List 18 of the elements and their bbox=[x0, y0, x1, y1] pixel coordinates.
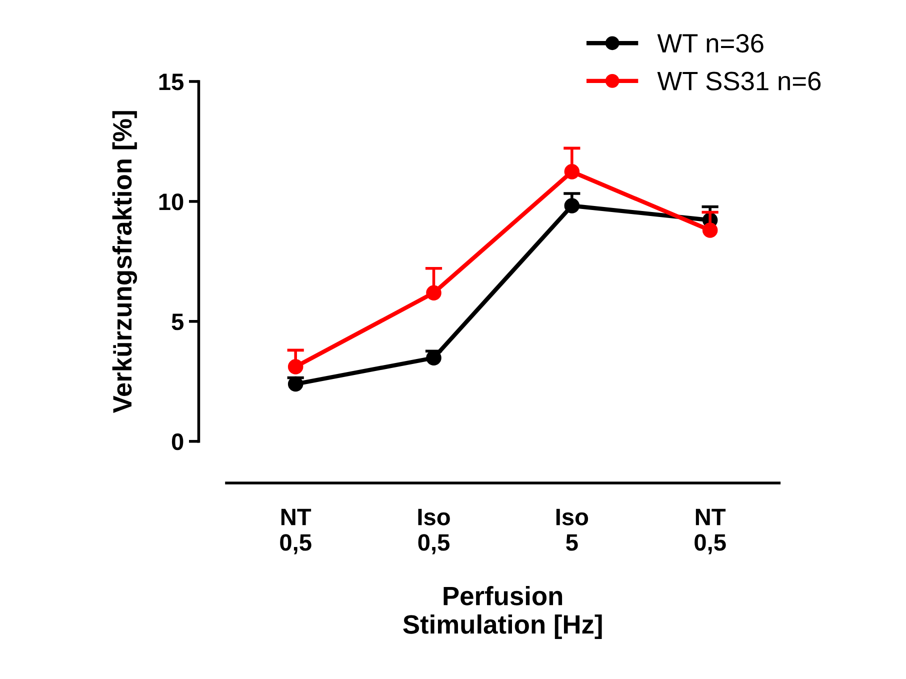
y-tick-label: 10 bbox=[159, 194, 184, 210]
point bbox=[426, 285, 442, 300]
legend-label: WT n=36 bbox=[657, 34, 764, 53]
x-axis-title: Perfusion Stimulation [Hz] bbox=[403, 586, 602, 640]
x-tick-label: NT 0,5 bbox=[280, 508, 312, 554]
point bbox=[288, 359, 304, 374]
y-axis-title: Verkürzungsfraktion [%] bbox=[112, 111, 138, 413]
point bbox=[702, 222, 718, 238]
x-tick-label: Iso 5 bbox=[556, 508, 588, 551]
y-tick-label: 0 bbox=[172, 433, 184, 450]
x-tick-label: NT 0,5 bbox=[694, 508, 726, 554]
y-tick-label: 5 bbox=[172, 314, 184, 330]
point bbox=[288, 376, 304, 392]
legend-label: WT SS31 n=6 bbox=[657, 72, 821, 90]
x-tick-label: Iso 0,5 bbox=[418, 508, 450, 554]
y-tick-label: 15 bbox=[159, 74, 184, 90]
point bbox=[564, 198, 580, 214]
point bbox=[564, 164, 580, 180]
